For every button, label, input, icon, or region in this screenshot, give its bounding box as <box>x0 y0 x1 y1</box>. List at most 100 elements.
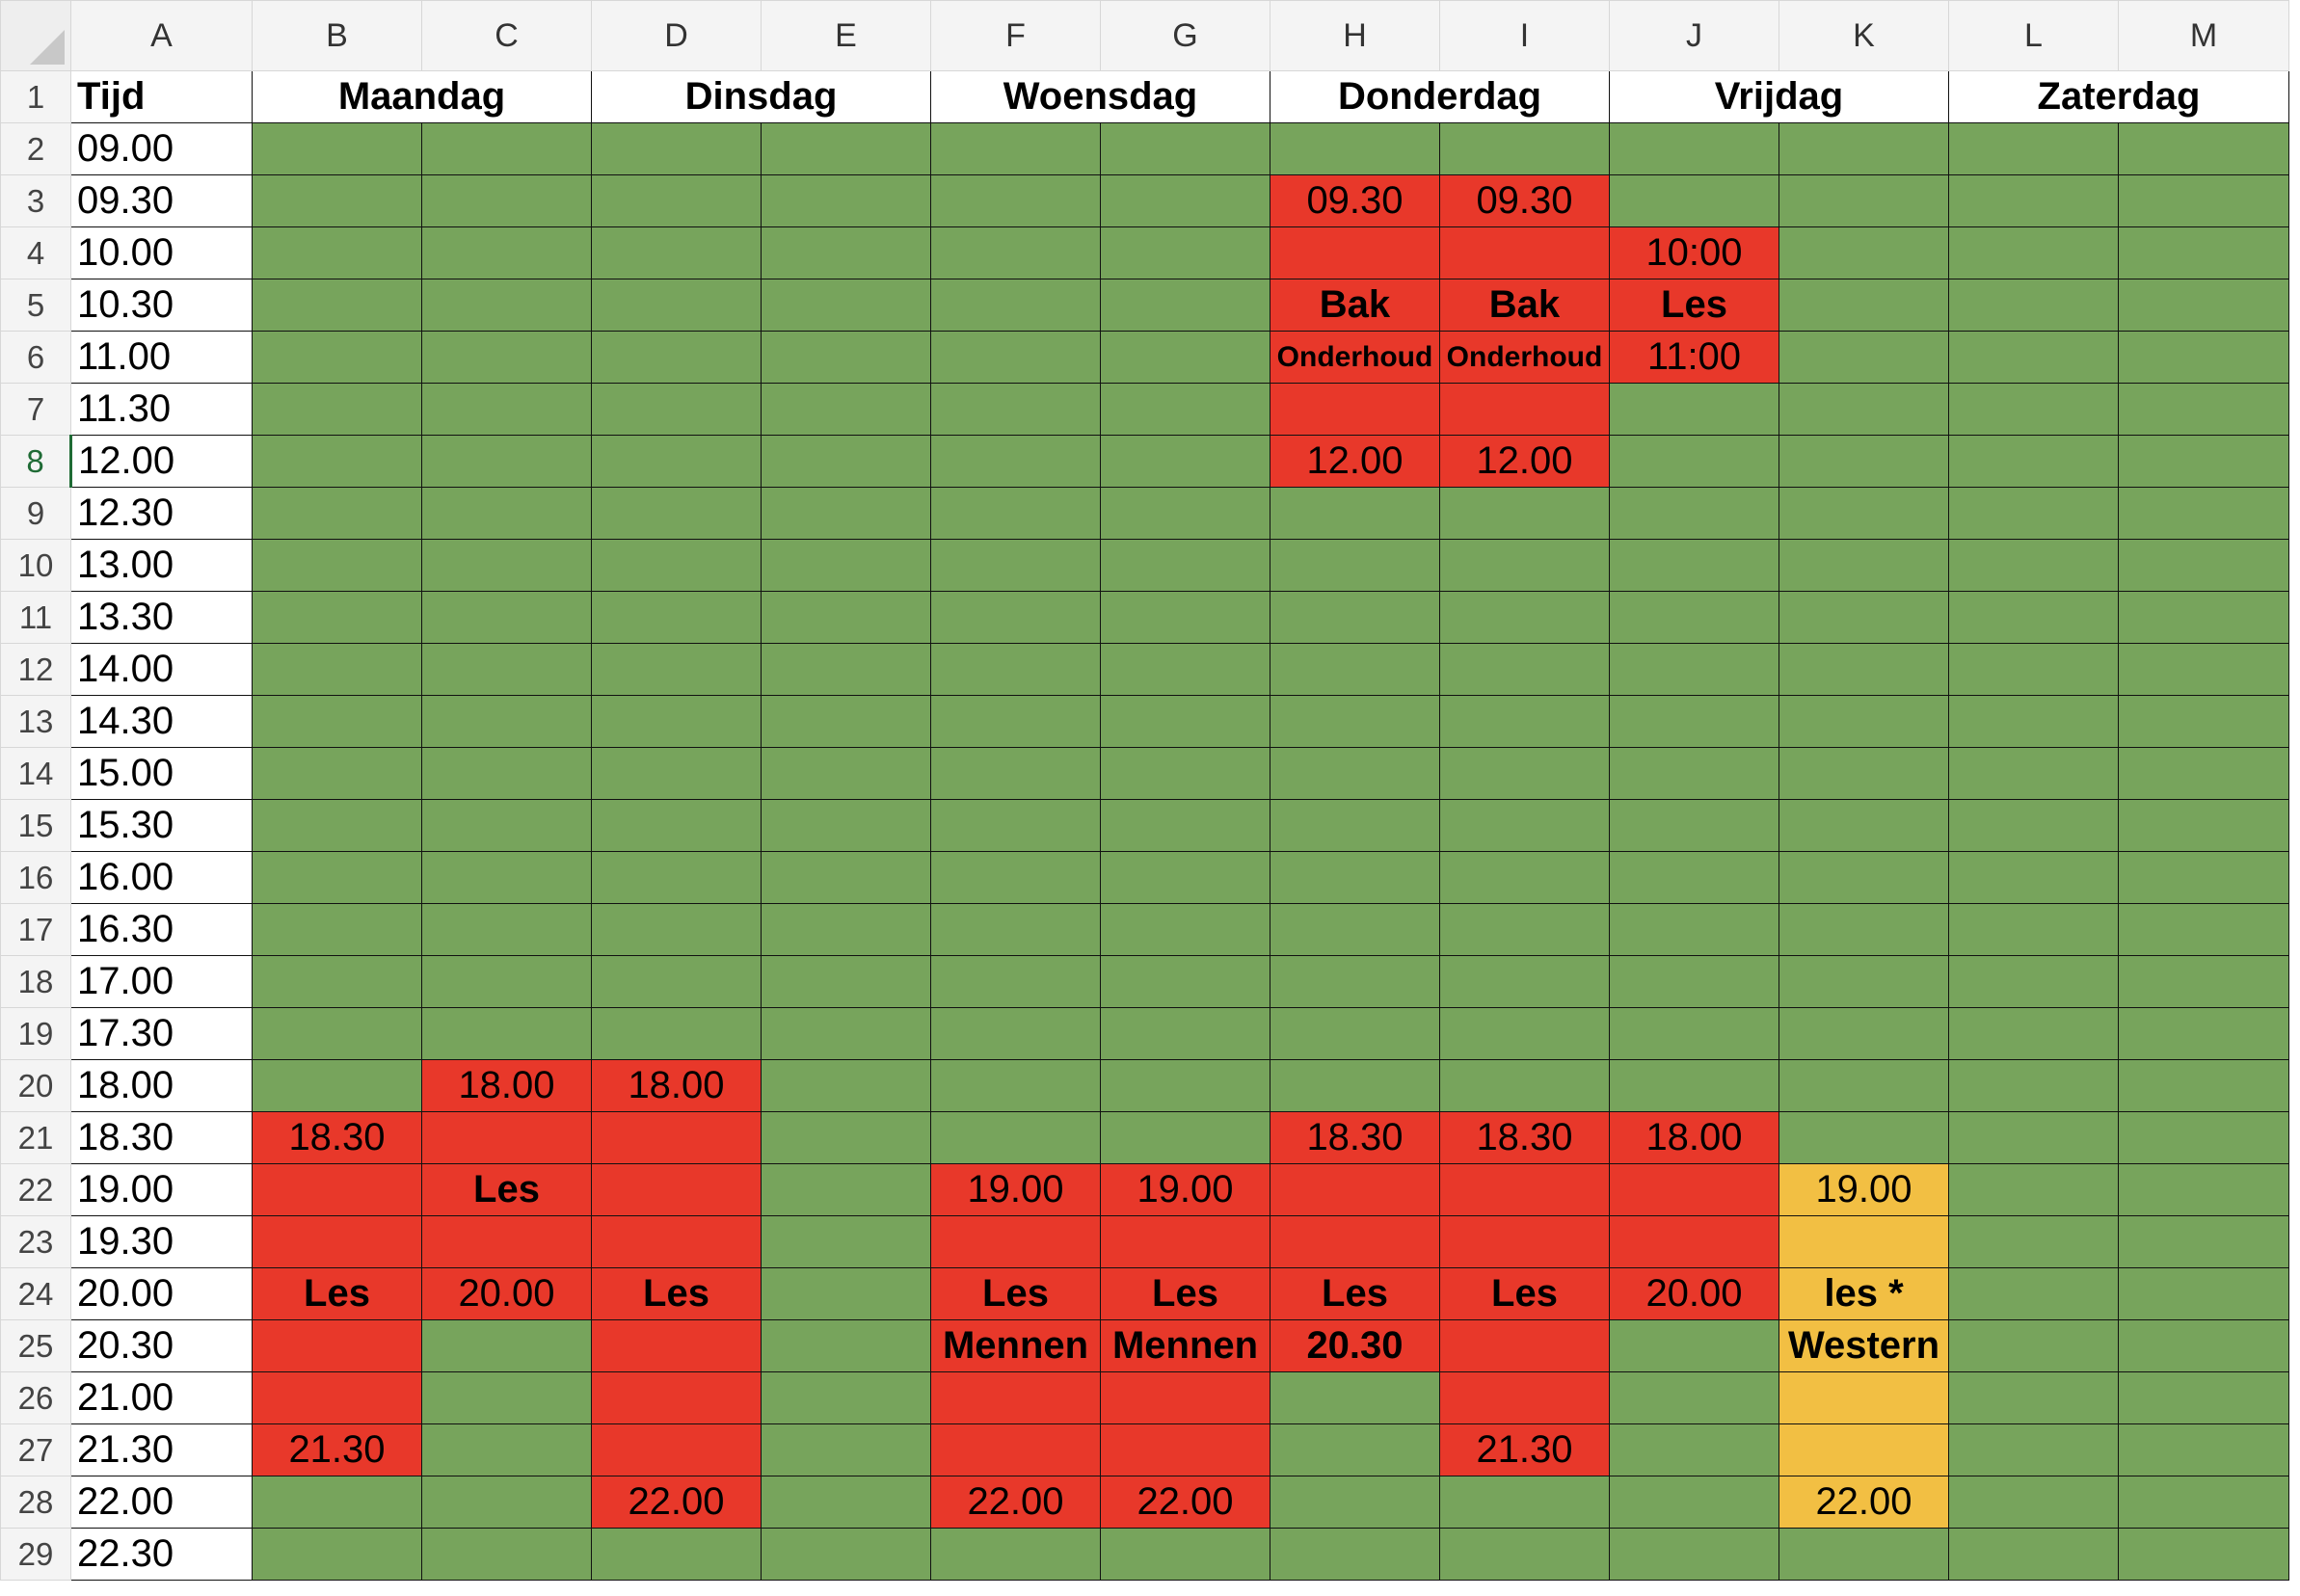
schedule-cell-booked[interactable] <box>591 1163 762 1216</box>
row-header-1[interactable]: 1 <box>0 70 71 123</box>
schedule-cell-free[interactable] <box>2118 695 2289 748</box>
schedule-cell-free[interactable] <box>1100 435 1270 488</box>
column-header-i[interactable]: I <box>1439 0 1610 71</box>
schedule-cell-free[interactable] <box>591 435 762 488</box>
time-cell[interactable]: 12.00 <box>70 435 253 488</box>
schedule-cell-free[interactable] <box>2118 591 2289 644</box>
schedule-cell-free[interactable] <box>1609 747 1779 800</box>
column-header-f[interactable]: F <box>930 0 1101 71</box>
day-header-woensdag[interactable]: Woensdag <box>930 70 1270 123</box>
time-cell[interactable]: 11.00 <box>70 331 253 384</box>
schedule-cell-booked[interactable] <box>1270 1215 1440 1268</box>
time-cell[interactable]: 13.00 <box>70 539 253 592</box>
schedule-cell-free[interactable] <box>252 695 422 748</box>
schedule-cell-free[interactable] <box>1439 539 1610 592</box>
schedule-cell-free[interactable] <box>761 1163 931 1216</box>
schedule-cell-free[interactable] <box>252 539 422 592</box>
schedule-cell-free[interactable] <box>591 851 762 904</box>
schedule-cell-free[interactable] <box>1270 1371 1440 1424</box>
row-header-3[interactable]: 3 <box>0 174 71 227</box>
day-header-donderdag[interactable]: Donderdag <box>1270 70 1610 123</box>
schedule-cell-free[interactable] <box>1948 1267 2119 1320</box>
schedule-cell-free[interactable] <box>1100 174 1270 227</box>
schedule-cell-free[interactable] <box>252 903 422 956</box>
schedule-cell-free[interactable] <box>421 331 592 384</box>
column-header-k[interactable]: K <box>1778 0 1949 71</box>
schedule-cell-booked[interactable] <box>1439 226 1610 279</box>
schedule-cell-booked[interactable] <box>591 1423 762 1476</box>
time-cell[interactable]: 19.30 <box>70 1215 253 1268</box>
schedule-cell-booked-j24[interactable]: 20.00 <box>1609 1267 1779 1320</box>
schedule-cell-free[interactable] <box>930 955 1101 1008</box>
schedule-cell-free[interactable] <box>591 383 762 436</box>
schedule-cell-booked-i24[interactable]: Les <box>1439 1267 1610 1320</box>
time-cell[interactable]: 12.30 <box>70 487 253 540</box>
schedule-cell-free[interactable] <box>1948 955 2119 1008</box>
schedule-cell-free[interactable] <box>2118 1371 2289 1424</box>
row-header-20[interactable]: 20 <box>0 1059 71 1112</box>
schedule-cell-free[interactable] <box>421 747 592 800</box>
schedule-cell-free[interactable] <box>252 643 422 696</box>
schedule-cell-free[interactable] <box>1439 1007 1610 1060</box>
row-header-2[interactable]: 2 <box>0 122 71 175</box>
schedule-cell-booked[interactable] <box>1100 1423 1270 1476</box>
schedule-cell-free[interactable] <box>1609 695 1779 748</box>
schedule-cell-free[interactable] <box>2118 487 2289 540</box>
schedule-cell-booked-h24[interactable]: Les <box>1270 1267 1440 1320</box>
row-header-10[interactable]: 10 <box>0 539 71 592</box>
schedule-cell-free[interactable] <box>2118 1423 2289 1476</box>
schedule-cell-free[interactable] <box>252 1528 422 1581</box>
schedule-cell-free[interactable] <box>930 1059 1101 1112</box>
schedule-cell-booked-h6[interactable]: Onderhoud <box>1270 331 1440 384</box>
schedule-cell-free[interactable] <box>1100 695 1270 748</box>
column-header-e[interactable]: E <box>761 0 931 71</box>
schedule-cell-booked[interactable] <box>1609 1163 1779 1216</box>
schedule-cell-free[interactable] <box>1609 1319 1779 1372</box>
schedule-cell-free[interactable] <box>252 174 422 227</box>
time-cell[interactable]: 17.30 <box>70 1007 253 1060</box>
schedule-cell-free[interactable] <box>2118 1007 2289 1060</box>
schedule-cell-booked[interactable] <box>252 1163 422 1216</box>
schedule-cell-booked-i6[interactable]: Onderhoud <box>1439 331 1610 384</box>
schedule-cell-free[interactable] <box>591 799 762 852</box>
schedule-cell-booked-b27[interactable]: 21.30 <box>252 1423 422 1476</box>
schedule-cell-booked[interactable] <box>1439 1215 1610 1268</box>
row-header-29[interactable]: 29 <box>0 1528 71 1581</box>
day-header-vrijdag[interactable]: Vrijdag <box>1609 70 1949 123</box>
schedule-cell-free[interactable] <box>1948 1007 2119 1060</box>
time-cell[interactable]: 22.00 <box>70 1476 253 1529</box>
schedule-cell-free[interactable] <box>421 1476 592 1529</box>
row-header-18[interactable]: 18 <box>0 955 71 1008</box>
schedule-cell-free[interactable] <box>421 1319 592 1372</box>
schedule-cell-free[interactable] <box>1100 1059 1270 1112</box>
schedule-cell-booked-i8[interactable]: 12.00 <box>1439 435 1610 488</box>
row-header-5[interactable]: 5 <box>0 279 71 332</box>
schedule-cell-free[interactable] <box>761 955 931 1008</box>
schedule-cell-booked-h8[interactable]: 12.00 <box>1270 435 1440 488</box>
schedule-cell-free[interactable] <box>421 799 592 852</box>
schedule-cell-free[interactable] <box>1270 1528 1440 1581</box>
schedule-cell-booked[interactable] <box>591 1215 762 1268</box>
schedule-cell-free[interactable] <box>761 435 931 488</box>
schedule-cell-booked[interactable] <box>930 1371 1101 1424</box>
schedule-cell-free[interactable] <box>2118 1059 2289 1112</box>
schedule-cell-booked-j4[interactable]: 10:00 <box>1609 226 1779 279</box>
schedule-cell-free[interactable] <box>1609 1476 1779 1529</box>
schedule-cell-free[interactable] <box>930 331 1101 384</box>
schedule-cell-free[interactable] <box>1609 1059 1779 1112</box>
schedule-cell-booked-c24[interactable]: 20.00 <box>421 1267 592 1320</box>
schedule-cell-free[interactable] <box>1100 643 1270 696</box>
schedule-cell-free[interactable] <box>591 1007 762 1060</box>
row-header-6[interactable]: 6 <box>0 331 71 384</box>
schedule-cell-free[interactable] <box>591 539 762 592</box>
schedule-cell-free[interactable] <box>1778 799 1949 852</box>
schedule-cell-booked[interactable] <box>930 1423 1101 1476</box>
schedule-cell-booked[interactable] <box>591 1319 762 1372</box>
schedule-cell-free[interactable] <box>930 851 1101 904</box>
schedule-cell-free[interactable] <box>421 122 592 175</box>
schedule-cell-free[interactable] <box>761 1371 931 1424</box>
schedule-cell-booked-i21[interactable]: 18.30 <box>1439 1111 1610 1164</box>
schedule-cell-free[interactable] <box>2118 1528 2289 1581</box>
schedule-cell-free[interactable] <box>1609 1528 1779 1581</box>
row-header-16[interactable]: 16 <box>0 851 71 904</box>
